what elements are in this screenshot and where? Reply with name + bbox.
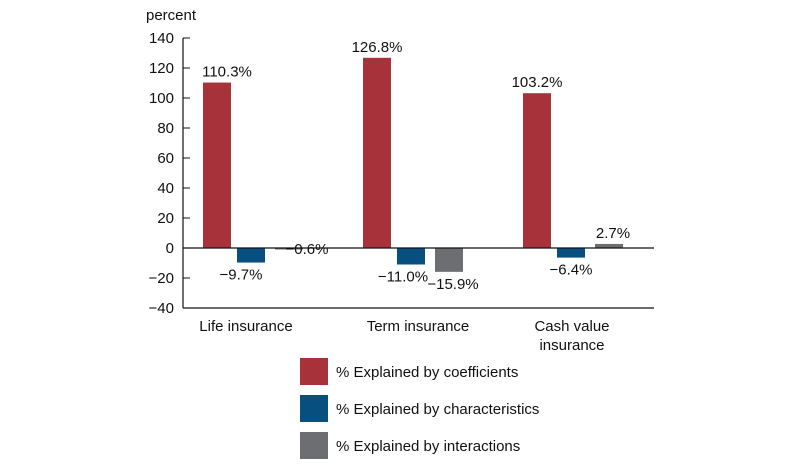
y-tick-label: −20 bbox=[149, 270, 174, 287]
y-tick-label: 0 bbox=[166, 240, 174, 257]
bar-0-0 bbox=[203, 82, 231, 248]
x-category-label: Cash value bbox=[534, 318, 609, 335]
x-category-label: Life insurance bbox=[199, 318, 292, 335]
bar-0-1 bbox=[363, 57, 391, 248]
bar-1-2 bbox=[557, 248, 585, 258]
bar-2-1 bbox=[435, 248, 463, 272]
y-tick-label: 40 bbox=[157, 180, 174, 197]
legend-swatch bbox=[300, 358, 328, 385]
y-tick-label: 140 bbox=[149, 30, 174, 47]
bar-1-1 bbox=[397, 248, 425, 265]
bar-2-0 bbox=[275, 248, 303, 250]
x-category-label: insurance bbox=[539, 337, 604, 354]
y-tick-label: 120 bbox=[149, 60, 174, 77]
data-label: 2.7% bbox=[596, 225, 630, 242]
data-label: −15.9% bbox=[427, 276, 478, 293]
legend-label: % Explained by interactions bbox=[336, 438, 520, 455]
legend-label: % Explained by characteristics bbox=[336, 401, 539, 418]
data-label: 103.2% bbox=[512, 74, 563, 91]
bar-2-2 bbox=[595, 243, 623, 248]
data-label: −11.0% bbox=[378, 269, 428, 286]
legend-swatch bbox=[300, 395, 328, 422]
data-label: −9.7% bbox=[220, 267, 263, 284]
y-tick-label: 80 bbox=[157, 120, 174, 137]
data-label: −6.4% bbox=[550, 262, 593, 279]
legend-swatch bbox=[300, 432, 328, 459]
y-tick-label: 60 bbox=[157, 150, 174, 167]
y-tick-label: 100 bbox=[149, 90, 174, 107]
bar-0-2 bbox=[523, 93, 551, 248]
x-category-label: Term insurance bbox=[367, 318, 470, 335]
legend-label: % Explained by coefficients bbox=[336, 364, 518, 381]
data-label: 126.8% bbox=[352, 39, 403, 56]
bar-1-0 bbox=[237, 248, 265, 263]
data-label: −0.6% bbox=[286, 241, 329, 258]
y-tick-label: −40 bbox=[149, 300, 174, 317]
y-tick-label: 20 bbox=[157, 210, 174, 227]
y-axis-title: percent bbox=[146, 7, 197, 24]
data-label: 110.3% bbox=[202, 64, 252, 81]
